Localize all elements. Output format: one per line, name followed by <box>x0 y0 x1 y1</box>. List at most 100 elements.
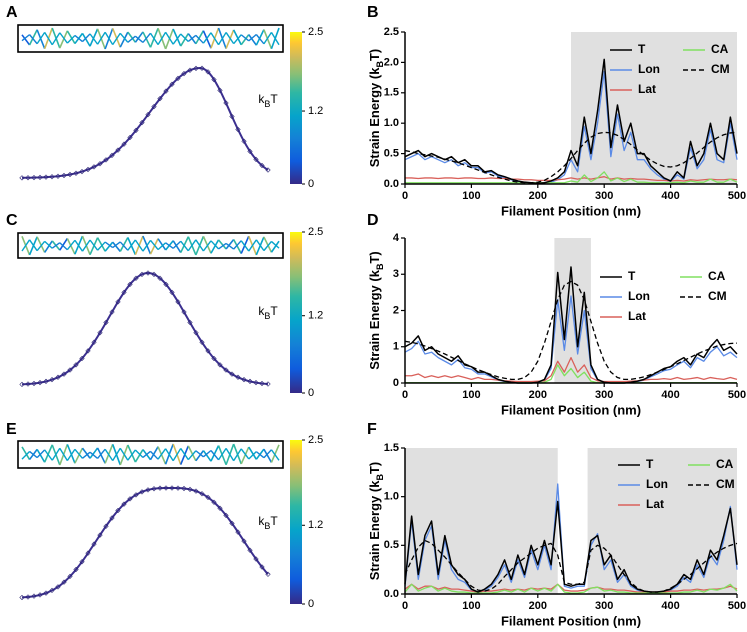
y-axis-title: Strain Energy (kBT) <box>367 251 385 369</box>
x-tick-label: 200 <box>529 600 547 612</box>
filament-link <box>119 31 129 48</box>
filament-link <box>112 447 121 461</box>
legend-label: Lon <box>646 477 668 491</box>
filament-link <box>89 447 99 459</box>
filament-subunit <box>157 275 163 281</box>
filament-subunit <box>151 271 157 277</box>
legend-label: CM <box>716 477 735 491</box>
filament-link <box>157 448 167 460</box>
filament-link <box>270 31 280 46</box>
filament-link <box>59 30 69 49</box>
filament-link <box>195 450 204 458</box>
filament-link <box>36 448 46 463</box>
colorbar-tick-label: 0 <box>308 387 314 399</box>
y-axis-title-part: Strain Energy (k <box>367 269 382 369</box>
x-tick-label: 0 <box>402 389 408 401</box>
filament-subunit <box>85 348 91 354</box>
shaded-region <box>587 448 737 594</box>
x-tick-label: 300 <box>595 600 613 612</box>
filament-link <box>104 241 114 252</box>
filament-subunit <box>175 75 181 81</box>
y-tick-label: 2.0 <box>384 56 399 68</box>
filament-link <box>44 32 53 46</box>
y-axis-title-part: T) <box>367 462 382 474</box>
filament-subunit <box>175 485 181 491</box>
filament-link <box>44 240 53 253</box>
filament-subunit <box>247 378 253 385</box>
x-tick-label: 0 <box>402 190 408 202</box>
x-tick-label: 300 <box>595 190 613 202</box>
filament-subunit <box>67 367 73 373</box>
filament-subunit <box>133 127 139 133</box>
filament-link <box>195 30 205 45</box>
filament-subunit <box>235 126 241 133</box>
filament-link <box>119 241 129 251</box>
legend-label: Lon <box>638 62 660 76</box>
filament-link <box>59 238 69 251</box>
x-tick-label: 0 <box>402 600 408 612</box>
filament-subunit <box>265 167 271 173</box>
filament-link <box>59 32 68 44</box>
filament-subunit <box>259 380 265 387</box>
filament-link <box>127 444 137 463</box>
filament-subunit <box>61 172 67 179</box>
filament-link <box>187 445 197 462</box>
filament-subunit <box>181 485 187 492</box>
filament-link <box>28 239 38 252</box>
filament-link <box>232 239 242 254</box>
filament-subunit <box>67 171 73 178</box>
filament-subunit <box>169 81 175 87</box>
x-tick-label: 300 <box>595 389 613 401</box>
filament-link <box>233 34 242 45</box>
filament-subunit <box>127 496 133 502</box>
filament-link <box>21 239 31 252</box>
filament-subunit <box>133 492 139 498</box>
filament-link <box>21 446 31 460</box>
filament-link <box>149 238 159 255</box>
filament-link <box>195 34 204 44</box>
filament-subunit <box>163 281 169 288</box>
filament-link <box>263 448 273 463</box>
filament-link <box>172 448 182 462</box>
filament-subunit <box>91 339 97 345</box>
y-tick-label: 2.5 <box>384 26 399 38</box>
filament-link <box>66 34 76 44</box>
filament-subunit <box>187 319 193 326</box>
filament-link <box>202 30 212 49</box>
filament-subunit <box>193 488 199 494</box>
filament-link <box>21 450 31 460</box>
filament-subunit <box>145 487 151 493</box>
colorbar-label-part: T <box>270 92 278 106</box>
colorbar-label-part: B <box>264 99 270 109</box>
filament-link <box>172 28 182 47</box>
y-tick-label: 0.5 <box>384 539 399 551</box>
filament-subunit <box>127 281 133 288</box>
y-tick-label: 1.0 <box>384 117 399 129</box>
colorbar-tick-label: 2.5 <box>308 434 323 446</box>
filament-subunit <box>265 571 271 577</box>
filament-link <box>142 450 151 459</box>
filament-subunit <box>25 175 31 181</box>
filament-link <box>240 34 250 42</box>
filament-subunit <box>37 592 43 598</box>
filament-subunit <box>121 501 127 507</box>
filament-subunit <box>139 489 145 495</box>
filament-link <box>81 447 91 459</box>
filament-link <box>233 240 242 250</box>
colorbar-tick-label: 1.2 <box>308 310 323 322</box>
legend-label: T <box>628 269 636 283</box>
filament-subunit <box>181 70 187 77</box>
filament-link <box>270 240 280 249</box>
filament-link <box>270 449 280 461</box>
filament-subunit <box>91 541 97 547</box>
filament-subunit <box>229 520 235 527</box>
series-line <box>404 583 738 593</box>
filament-link <box>248 446 258 460</box>
filament-subunit <box>241 138 247 144</box>
filament-link <box>59 242 68 251</box>
filament-link <box>112 241 121 249</box>
filament-link <box>29 34 38 45</box>
x-tick-label: 400 <box>661 190 679 202</box>
filament-subunit <box>109 309 115 315</box>
filament-link <box>157 31 167 45</box>
